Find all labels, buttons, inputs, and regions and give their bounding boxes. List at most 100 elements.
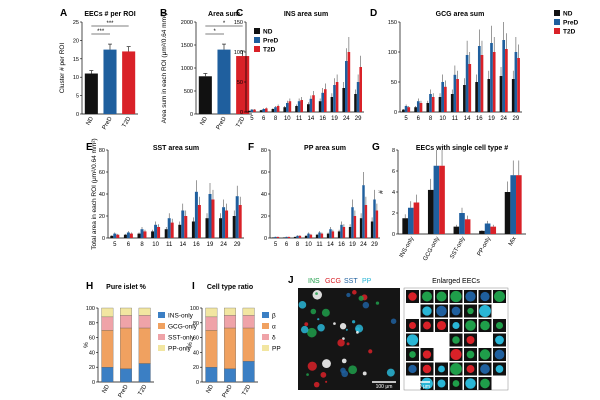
bar-PreD <box>407 207 414 234</box>
panel-letter: B <box>160 8 167 19</box>
x-tick-label: 8 <box>429 116 433 122</box>
bar-T2D <box>468 64 472 112</box>
bar-PreD <box>235 196 239 238</box>
y-tick-label: 150 <box>388 20 397 26</box>
cell-blob <box>375 301 380 305</box>
y-tick-label: 100 <box>190 306 199 312</box>
x-tick-label: 29 <box>355 116 362 122</box>
bar-T2D <box>288 101 292 112</box>
scale-label-main: 100 μm <box>376 384 393 390</box>
cell-blob <box>348 365 358 375</box>
x-tick-label: 14 <box>327 242 334 248</box>
cell-blob <box>312 290 323 300</box>
x-tick-label: 14 <box>308 116 315 122</box>
bar-ND <box>123 234 127 238</box>
bar-T2D <box>276 236 280 238</box>
cell-blob <box>368 349 373 354</box>
bar-ND <box>164 229 168 238</box>
enlarged-cell <box>408 364 417 374</box>
bar-T2D <box>287 236 291 238</box>
legend-label: SST-only <box>168 335 195 342</box>
chart-title: SST area sum <box>153 145 199 152</box>
y-tick-label: 80 <box>261 148 267 154</box>
x-tick-label: 5 <box>250 116 254 122</box>
x-tick-label: ND <box>206 383 216 394</box>
bar <box>198 76 212 114</box>
cell-blob <box>300 325 309 334</box>
bar-T2D <box>225 210 229 238</box>
legend-label: GCG-only <box>168 324 198 331</box>
bar-PreD <box>453 74 457 112</box>
bar-PreD <box>309 98 313 112</box>
chart-E: E SST area sum Total area in each ROI (μm²… <box>86 138 244 250</box>
legend-swatch-T2D <box>554 28 560 34</box>
cell-blob <box>345 328 348 331</box>
cell-blob <box>333 322 336 325</box>
cell-blob <box>310 308 317 315</box>
x-tick-label: 29 <box>234 242 241 248</box>
x-tick-label: INS-only <box>399 236 416 259</box>
legend-label: PP-only <box>168 346 192 353</box>
x-tick-label: 16 <box>319 116 326 122</box>
bar-PreD <box>113 233 117 238</box>
cell-blob <box>317 318 320 321</box>
legend-swatch-PreD <box>254 37 260 43</box>
cell-blob <box>298 300 307 309</box>
stack-segment <box>224 368 236 383</box>
bar-ND <box>499 76 503 112</box>
enlarged-cell <box>452 321 460 330</box>
legend: ND PreD T2D <box>254 28 278 54</box>
stain-label-pp: PP <box>362 278 372 285</box>
y-tick-label: 10 <box>73 75 79 81</box>
bar-PreD <box>262 109 265 112</box>
bar-ND <box>487 79 491 112</box>
chart-title: INS area sum <box>284 11 328 18</box>
cell-blob <box>307 361 317 371</box>
bar-PreD <box>345 61 348 112</box>
y-tick-label: 0 <box>102 236 105 242</box>
x-tick-label: 14 <box>464 116 471 122</box>
bar-PreD <box>351 207 354 238</box>
bar-T2D <box>419 103 423 112</box>
stack-segment <box>242 307 255 316</box>
panel-letter: C <box>236 8 243 19</box>
bar-T2D <box>264 108 268 112</box>
stack-segment <box>138 315 151 329</box>
stack-segment <box>138 327 151 364</box>
y-tick-label: 20 <box>73 38 79 44</box>
y-tick-label: 60 <box>89 336 95 342</box>
enlarged-cell <box>422 306 432 316</box>
bar-ND <box>295 106 298 112</box>
panel-letter: D <box>370 8 377 19</box>
bar-ND <box>283 107 287 112</box>
x-tick-label: GCG-only <box>423 236 442 262</box>
stack-segment <box>120 315 132 329</box>
y-tick-label: 25 <box>73 20 79 26</box>
chart-G: G EECs with single cell type ##02468INS-o… <box>372 10 578 262</box>
chart-F: F PP area sum 0 20 40 60 80 5 6 8 10 11 14 16 19 24 29 <box>248 142 380 248</box>
x-tick-label: ND <box>86 115 96 126</box>
enlarged-cell <box>494 291 505 302</box>
bar-ND <box>307 104 310 112</box>
stack-segment <box>101 367 114 383</box>
stack-segment <box>101 307 114 318</box>
x-tick-label: PP-only <box>477 236 493 257</box>
cell-blob <box>346 292 351 298</box>
stack-segment <box>224 315 236 329</box>
x-tick-label: 19 <box>349 242 356 248</box>
cell-blob <box>341 370 349 378</box>
x-tick-label: 10 <box>439 116 446 122</box>
bar-PreD <box>510 175 517 234</box>
bar-ND <box>232 216 236 238</box>
enlarged-cell <box>479 305 491 317</box>
bar-PreD <box>490 43 493 112</box>
bar-ND <box>450 94 454 112</box>
bar-T2D <box>143 231 147 238</box>
y-tick-label: 20 <box>193 365 199 371</box>
bar-ND <box>438 97 442 112</box>
bar-ND <box>359 218 363 238</box>
legend-label: δ <box>272 335 276 342</box>
enlarged-cell <box>422 291 432 302</box>
enlarged-cell <box>467 307 474 315</box>
legend-label: INS-only <box>168 313 194 320</box>
